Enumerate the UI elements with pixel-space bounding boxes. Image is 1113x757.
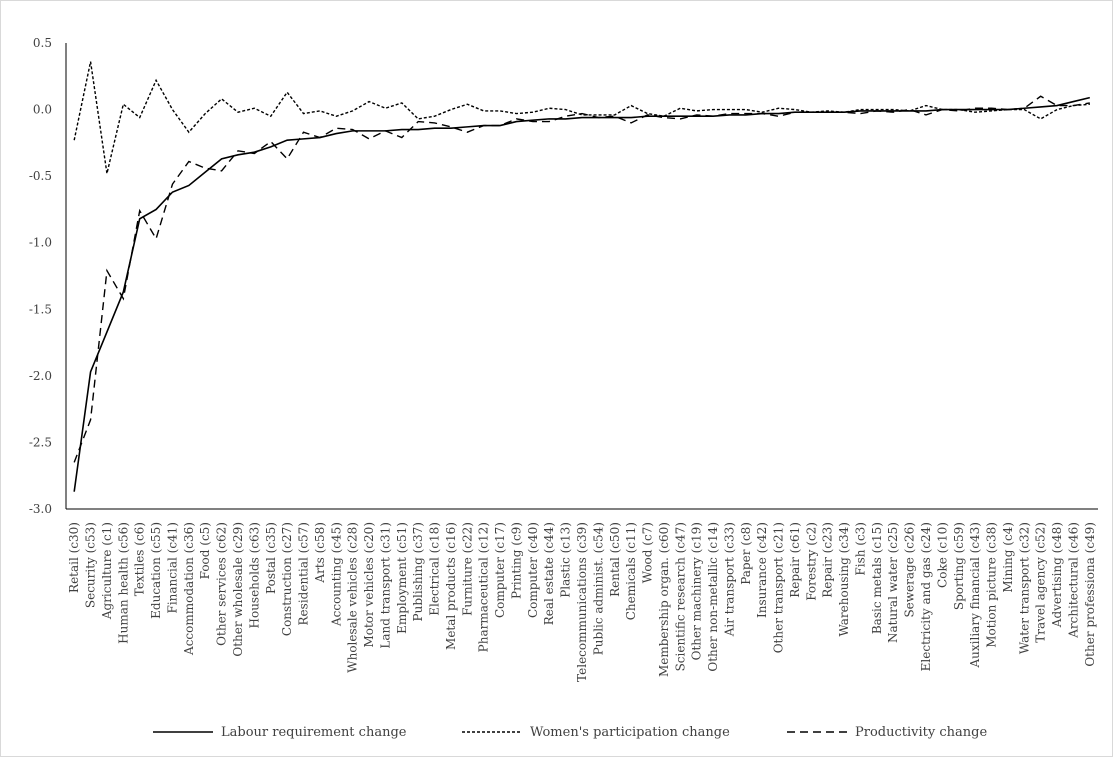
x-tick-label: Retail (c30) xyxy=(67,522,81,593)
x-tick-label: Publishing (c37) xyxy=(411,522,425,621)
x-tick-label: Electricity and gas (c24) xyxy=(919,522,933,671)
y-tick-label: -3.0 xyxy=(29,502,52,516)
x-tick-label: Repair (c61) xyxy=(788,522,802,598)
x-axis: Retail (c30) Security (c53) Agriculture (c… xyxy=(66,508,1098,682)
series-lines xyxy=(73,61,1090,492)
x-tick-label: Chemicals (c11) xyxy=(624,522,638,620)
x-tick-label: Paper (c8) xyxy=(739,522,753,585)
x-tick-label: Fish (c3) xyxy=(853,522,867,576)
legend-label-3: Productivity change xyxy=(855,725,987,740)
x-tick-label: Land transport (c31) xyxy=(378,522,392,649)
series-line-3 xyxy=(73,95,1090,463)
x-tick-label: Scientific research (c47) xyxy=(673,522,687,671)
x-tick-label: Repair (c23) xyxy=(821,522,835,598)
x-tick-label: Travel agency (c52) xyxy=(1034,522,1048,643)
x-tick-label: Other machinery (c19) xyxy=(690,522,704,660)
x-tick-label: Other transport (c21) xyxy=(772,522,786,653)
series-line-1 xyxy=(73,96,1090,492)
x-tick-label: Food (c5) xyxy=(198,522,212,579)
x-tick-label: Motor vehicles (c20) xyxy=(362,522,376,648)
x-tick-label: Mining (c4) xyxy=(1001,522,1015,593)
x-tick-label: Human health (c56) xyxy=(116,522,130,644)
x-tick-label: Sewerage (c26) xyxy=(903,522,917,618)
x-tick-label: Wholesale vehicles (c28) xyxy=(346,522,360,673)
x-tick-label: Other wholesale (c29) xyxy=(231,522,245,657)
x-tick-label: Sporting (c59) xyxy=(952,522,966,610)
x-tick-label: Pharmaceutical (c12) xyxy=(477,522,491,652)
x-tick-label: Other services (c62) xyxy=(215,522,229,646)
x-tick-label: Arts (c58) xyxy=(313,522,327,584)
x-tick-label: Auxiliary financial (c43) xyxy=(968,522,982,669)
x-tick-label: Warehousing (c34) xyxy=(837,522,851,637)
x-tick-label: Accommodation (c36) xyxy=(182,522,196,656)
x-tick-label: Other professiona (c49) xyxy=(1083,522,1097,667)
x-tick-label: Agriculture (c1) xyxy=(100,522,114,620)
x-tick-label: Metal products (c16) xyxy=(444,522,458,650)
y-tick-label: 0.5 xyxy=(33,36,52,50)
legend-label-2: Women's participation change xyxy=(530,725,730,740)
y-tick-label: 0.0 xyxy=(33,103,52,117)
x-tick-label: Security (c53) xyxy=(84,522,98,608)
x-tick-label: Water transport (c32) xyxy=(1017,522,1031,654)
legend: Labour requirement change Women's partici… xyxy=(153,725,987,740)
x-tick-label: Coke (c10) xyxy=(935,522,949,588)
x-tick-label: Accounting (c45) xyxy=(329,522,343,627)
x-tick-label: Natural water (c25) xyxy=(886,522,900,643)
y-tick-label: -1.5 xyxy=(29,302,52,316)
x-tick-label: Education (c55) xyxy=(149,522,163,619)
x-tick-label: Insurance (c42) xyxy=(755,522,769,618)
x-tick-label: Telecommunications (c39) xyxy=(575,522,589,682)
x-tick-label: Employment (c51) xyxy=(395,522,409,634)
y-tick-label: -0.5 xyxy=(29,169,52,183)
x-tick-label: Financial (c41) xyxy=(165,522,179,614)
series-line-2 xyxy=(73,61,1090,174)
x-tick-label: Advertising (c48) xyxy=(1050,522,1064,628)
x-tick-label: Textiles (c6) xyxy=(133,522,147,596)
x-tick-label: Basic metals (c15) xyxy=(870,522,884,634)
y-tick-label: -2.0 xyxy=(29,369,52,383)
x-tick-label: Motion picture (c38) xyxy=(985,522,999,648)
x-tick-label: Architectural (c46) xyxy=(1066,522,1080,639)
x-tick-label: Residential (c57) xyxy=(297,522,311,625)
y-axis: 0.5 0.0 -0.5 -1.0 -1.5 -2.0 -2.5 -3.0 xyxy=(29,36,67,516)
x-tick-label: Other non-metallic (c14) xyxy=(706,522,720,672)
x-tick-label: Furniture (c22) xyxy=(460,522,474,616)
x-tick-label: Plastic (c13) xyxy=(559,522,573,598)
y-tick-label: -1.0 xyxy=(29,236,52,250)
x-tick-label: Public administ. (c54) xyxy=(591,522,605,655)
x-tick-label: Electrical (c18) xyxy=(428,522,442,616)
x-tick-label: Membership organ. (c60) xyxy=(657,522,671,677)
x-tick-label: Real estate (c44) xyxy=(542,522,556,625)
x-tick-label: Forestry (c2) xyxy=(804,522,818,601)
x-tick-label: Households (c63) xyxy=(247,522,261,628)
x-tick-label: Postal (c35) xyxy=(264,522,278,594)
x-tick-label: Computer (c40) xyxy=(526,522,540,618)
x-tick-label: Computer (c17) xyxy=(493,522,507,618)
x-tick-label: Construction (c27) xyxy=(280,522,294,636)
y-tick-label: -2.5 xyxy=(29,435,52,449)
x-tick-label: Wood (c7) xyxy=(641,522,655,583)
x-tick-label: Rental (c50) xyxy=(608,522,622,597)
x-tick-label: Printing (c9) xyxy=(509,522,523,599)
x-tick-label: Air transport (c33) xyxy=(722,522,736,637)
legend-label-1: Labour requirement change xyxy=(221,725,407,740)
